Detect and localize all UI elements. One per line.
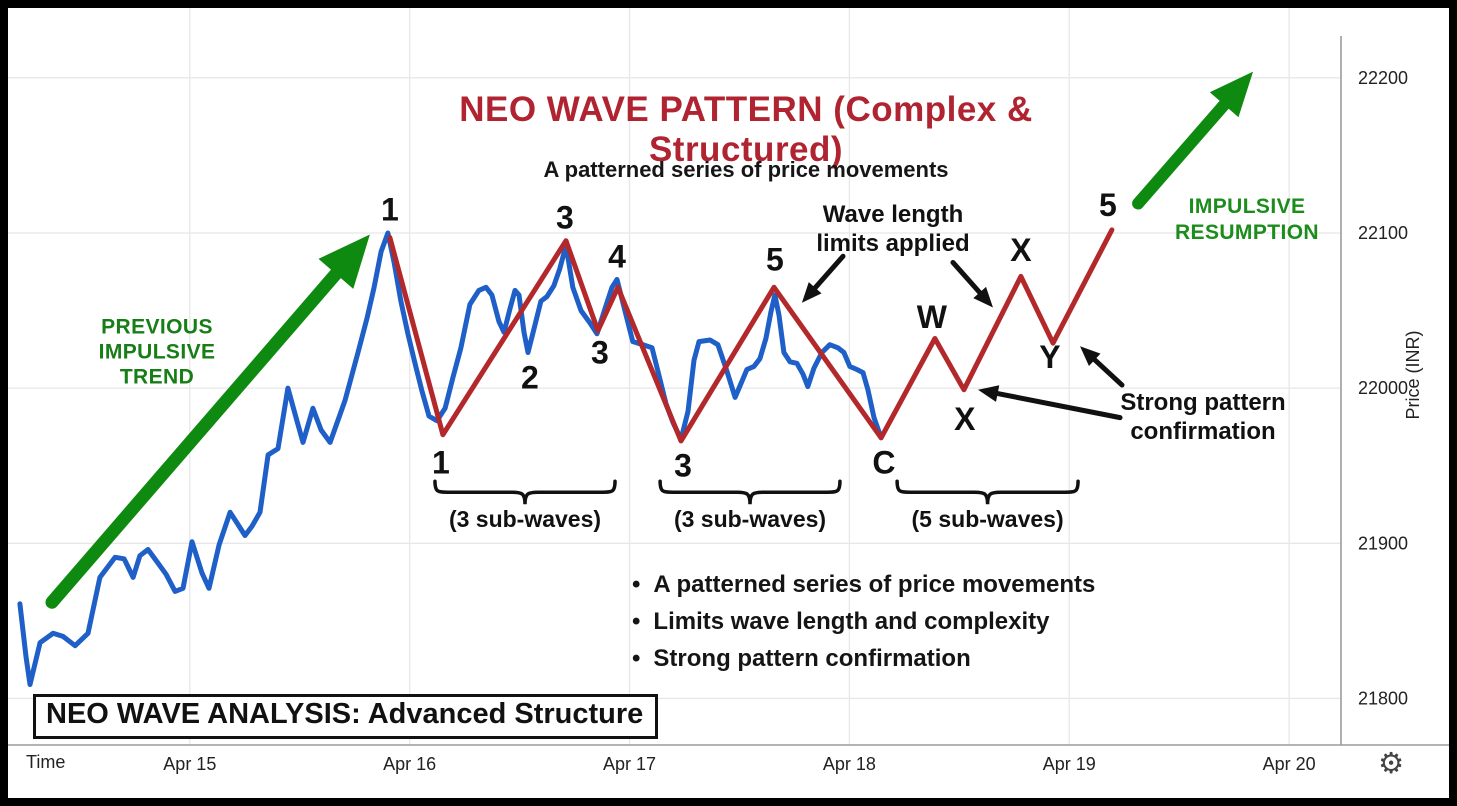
bullet-item: Strong pattern confirmation <box>632 640 1095 677</box>
bullet-item: Limits wave length and complexity <box>632 603 1095 640</box>
wave-label: 1 <box>381 192 399 228</box>
x-tick-label: Apr 20 <box>1263 754 1316 774</box>
time-axis[interactable] <box>8 745 1341 798</box>
previous-impulsive-trend-arrow <box>45 267 343 609</box>
wave-label: 5 <box>1099 187 1117 223</box>
confirmation-arrow-to-x-head <box>978 385 1000 402</box>
bullet-item: A patterned series of price movements <box>632 566 1095 603</box>
wave-label: 3 <box>556 199 574 235</box>
price-axis[interactable] <box>1341 8 1449 745</box>
sub-wave-brace-label: (3 sub-waves) <box>674 506 826 532</box>
wave-length-limits-label: Wave length limits applied <box>816 201 970 257</box>
wave-limit-arrow-right <box>950 259 983 296</box>
x-tick-label: Apr 15 <box>163 754 216 774</box>
wave-label: Y <box>1039 339 1060 375</box>
previous-impulsive-trend-arrow-head <box>318 234 370 289</box>
y-tick-label: 21800 <box>1358 688 1408 708</box>
time-axis-label: Time <box>26 752 66 772</box>
y-tick-label: 22200 <box>1358 68 1408 88</box>
impulsive-resumption-arrow <box>1132 98 1231 210</box>
wave-limit-arrow-left-head <box>801 282 822 303</box>
sub-wave-brace <box>658 479 842 505</box>
previous-impulsive-trend-label: PREVIOUS IMPULSIVE TREND <box>98 315 216 389</box>
analysis-title-box: NEO WAVE ANALYSIS: Advanced Structure <box>33 694 659 739</box>
wave-label: 3 <box>674 448 692 484</box>
wave-label: 3 <box>591 334 609 370</box>
key-points-list: A patterned series of price movementsLim… <box>632 566 1095 677</box>
wave-label: W <box>917 299 948 335</box>
price-axis-label: Price (INR) <box>1403 331 1423 420</box>
settings-gear-icon[interactable]: ⚙ <box>1378 746 1404 780</box>
x-tick-label: Apr 17 <box>603 754 656 774</box>
sub-wave-brace-label: (5 sub-waves) <box>912 506 1064 532</box>
wave-label: 5 <box>766 241 784 277</box>
x-tick-label: Apr 19 <box>1043 754 1096 774</box>
wave-label: X <box>1010 232 1032 268</box>
chart-subtitle: A patterned series of price movements <box>543 157 949 182</box>
x-tick-label: Apr 16 <box>383 754 436 774</box>
wave-limit-arrow-left <box>812 253 846 291</box>
x-tick-label: Apr 18 <box>823 754 876 774</box>
neo-wave-pattern-line <box>387 227 1115 444</box>
y-tick-label: 21900 <box>1358 533 1408 553</box>
wave-label: C <box>872 445 895 481</box>
wave-label: 2 <box>521 359 539 395</box>
wave-label: 1 <box>432 445 450 481</box>
sub-wave-brace-label: (3 sub-waves) <box>449 506 601 532</box>
confirmation-arrow-to-y <box>1092 357 1125 388</box>
wave-label: X <box>954 401 976 437</box>
y-tick-label: 22100 <box>1358 223 1408 243</box>
sub-wave-brace <box>895 479 1080 505</box>
y-tick-label: 22000 <box>1358 378 1408 398</box>
wave-limit-arrow-right-head <box>973 286 993 308</box>
sub-wave-brace <box>433 479 617 505</box>
strong-pattern-confirmation-label: Strong pattern confirmation <box>1120 389 1286 445</box>
confirmation-arrow-to-x <box>995 391 1123 421</box>
wave-label: 4 <box>608 238 626 274</box>
confirmation-arrow-to-y-head <box>1080 346 1101 367</box>
price-action-line <box>17 230 884 687</box>
chart-title: NEO WAVE PATTERN (Complex & Structured) <box>459 90 1033 169</box>
impulsive-resumption-label: IMPULSIVE RESUMPTION <box>1174 195 1320 244</box>
impulsive-resumption-arrow-head <box>1209 71 1254 118</box>
